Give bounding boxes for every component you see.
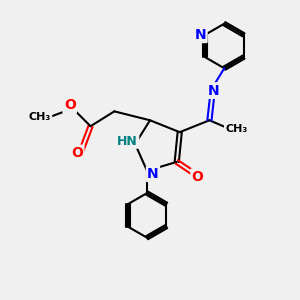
Text: CH₃: CH₃: [29, 112, 51, 122]
Text: CH₃: CH₃: [225, 124, 247, 134]
Text: O: O: [71, 146, 83, 160]
Text: N: N: [208, 84, 220, 98]
Text: O: O: [64, 98, 76, 112]
Text: N: N: [195, 28, 206, 42]
Text: O: O: [192, 170, 203, 184]
Text: N: N: [147, 167, 159, 181]
Text: HN: HN: [117, 135, 138, 148]
